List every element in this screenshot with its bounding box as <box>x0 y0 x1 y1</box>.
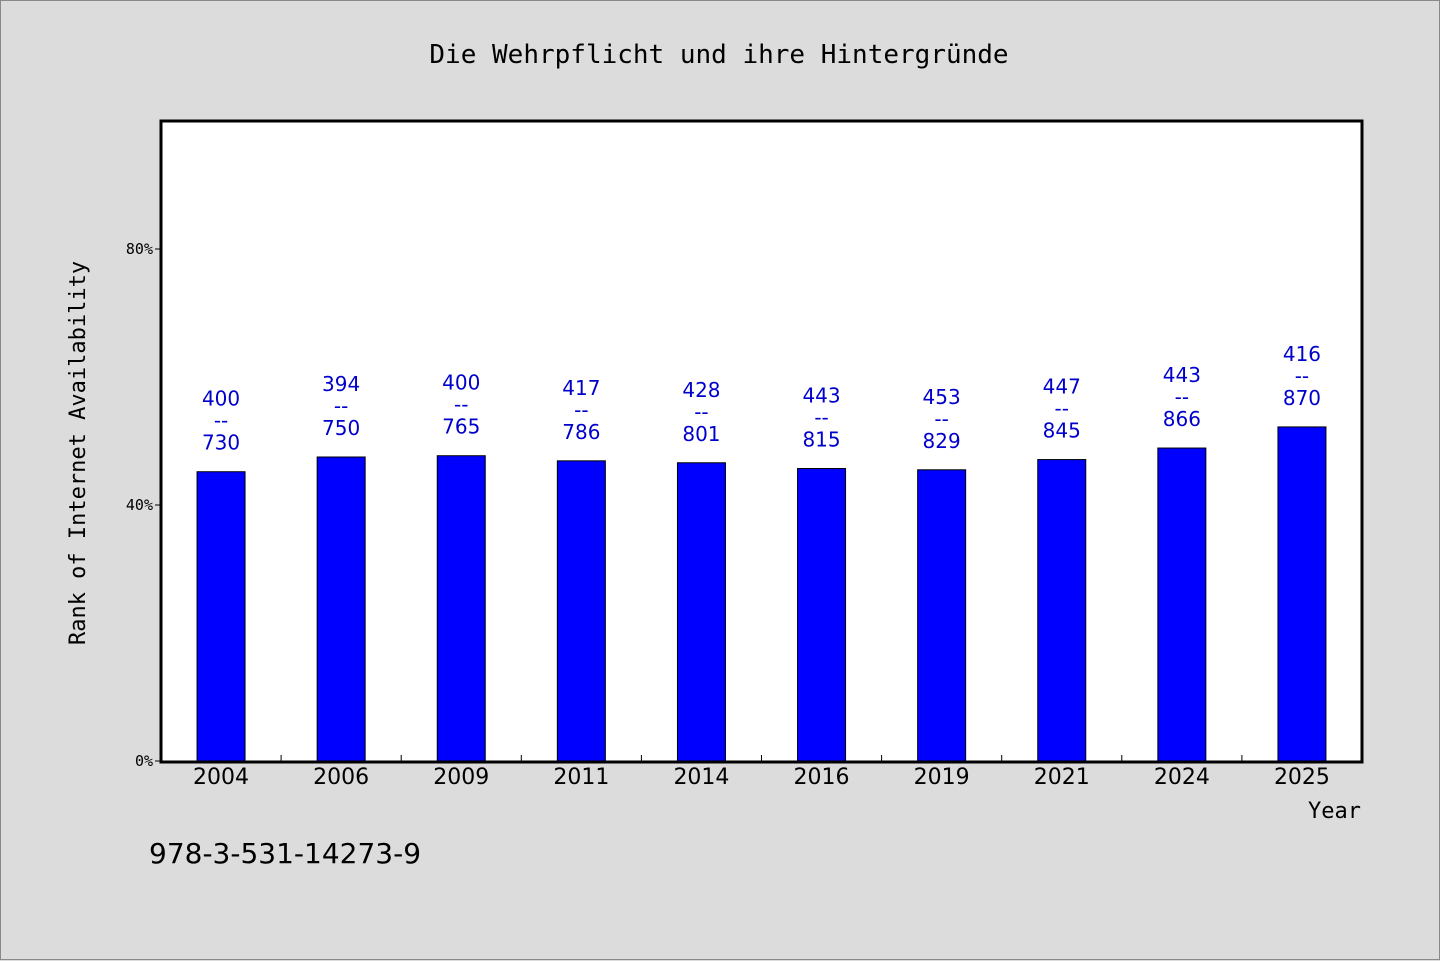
y-axis-label: Rank of Internet Availability <box>66 261 91 645</box>
data-label-2024-line1: 443 <box>1163 363 1201 387</box>
data-label-2019-line2: -- <box>934 407 948 431</box>
data-label-2025-line3: 870 <box>1283 386 1321 410</box>
bar-2011 <box>556 460 606 762</box>
data-label-2025-line1: 416 <box>1283 342 1321 366</box>
y-axis: 0% 40% 80% <box>126 240 161 770</box>
data-label-2016-line3: 815 <box>802 428 840 452</box>
data-label-2019-line3: 829 <box>923 429 961 453</box>
data-label-2009-line3: 765 <box>442 415 480 439</box>
data-label-2011-line3: 786 <box>562 420 600 444</box>
x-axis: 2004 2006 2009 2011 2014 2016 2019 2021 2024 2025 <box>193 755 1330 790</box>
data-label-2004-line3: 730 <box>202 431 240 455</box>
data-label-2016-line1: 443 <box>802 384 840 408</box>
data-label-2014-line3: 801 <box>682 422 720 446</box>
chart-title: Die Wehrpflicht und ihre Hintergründe <box>429 40 1008 70</box>
x-axis-label: Year <box>1308 799 1361 824</box>
bar-2025 <box>1277 426 1327 762</box>
data-label-2016-line2: -- <box>814 406 828 430</box>
bar-2014 <box>676 462 726 762</box>
data-label-2011-line2: -- <box>574 398 588 422</box>
y-tick-label-80: 80% <box>126 240 153 258</box>
data-label-2021-line2: -- <box>1055 397 1069 421</box>
data-label-2014-line1: 428 <box>682 378 720 402</box>
x-tick-label-2021: 2021 <box>1034 765 1090 790</box>
data-label-2021-line1: 447 <box>1043 375 1081 399</box>
data-label-2009-line1: 400 <box>442 371 480 395</box>
y-tick-label-0: 0% <box>135 752 153 770</box>
data-label-2025-line2: -- <box>1295 364 1309 388</box>
data-label-2004-line1: 400 <box>202 387 240 411</box>
x-tick-label-2014: 2014 <box>673 765 729 790</box>
x-tick-label-2009: 2009 <box>433 765 489 790</box>
bar-2024 <box>1157 447 1207 762</box>
bar-2006 <box>316 456 366 762</box>
data-label-2024-line3: 866 <box>1163 407 1201 431</box>
bar-2021 <box>1037 459 1087 762</box>
x-tick-label-2025: 2025 <box>1274 765 1330 790</box>
data-label-2006-line3: 750 <box>322 416 360 440</box>
y-tick-label-40: 40% <box>126 496 153 514</box>
data-label-2011-line1: 417 <box>562 376 600 400</box>
data-label-2004-line2: -- <box>214 409 228 433</box>
data-label-2006-line1: 394 <box>322 372 360 396</box>
x-tick-label-2006: 2006 <box>313 765 369 790</box>
bar-2016 <box>797 468 847 762</box>
data-labels-group: 400--730394--750400--765417--786428--801… <box>202 342 1321 455</box>
bar-2019 <box>917 469 967 762</box>
x-tick-label-2004: 2004 <box>193 765 249 790</box>
bars-group <box>196 426 1327 762</box>
x-tick-label-2011: 2011 <box>553 765 609 790</box>
bar-2004 <box>196 471 246 762</box>
data-label-2024-line2: -- <box>1175 385 1189 409</box>
bar-2009 <box>436 455 486 762</box>
data-label-2021-line3: 845 <box>1043 419 1081 443</box>
data-label-2006-line2: -- <box>334 394 348 418</box>
x-tick-label-2024: 2024 <box>1154 765 1210 790</box>
data-label-2009-line2: -- <box>454 393 468 417</box>
data-label-2019-line1: 453 <box>923 385 961 409</box>
x-tick-label-2016: 2016 <box>794 765 850 790</box>
isbn-footnote: 978-3-531-14273-9 <box>149 837 421 870</box>
data-label-2014-line2: -- <box>694 400 708 424</box>
x-tick-label-2019: 2019 <box>914 765 970 790</box>
